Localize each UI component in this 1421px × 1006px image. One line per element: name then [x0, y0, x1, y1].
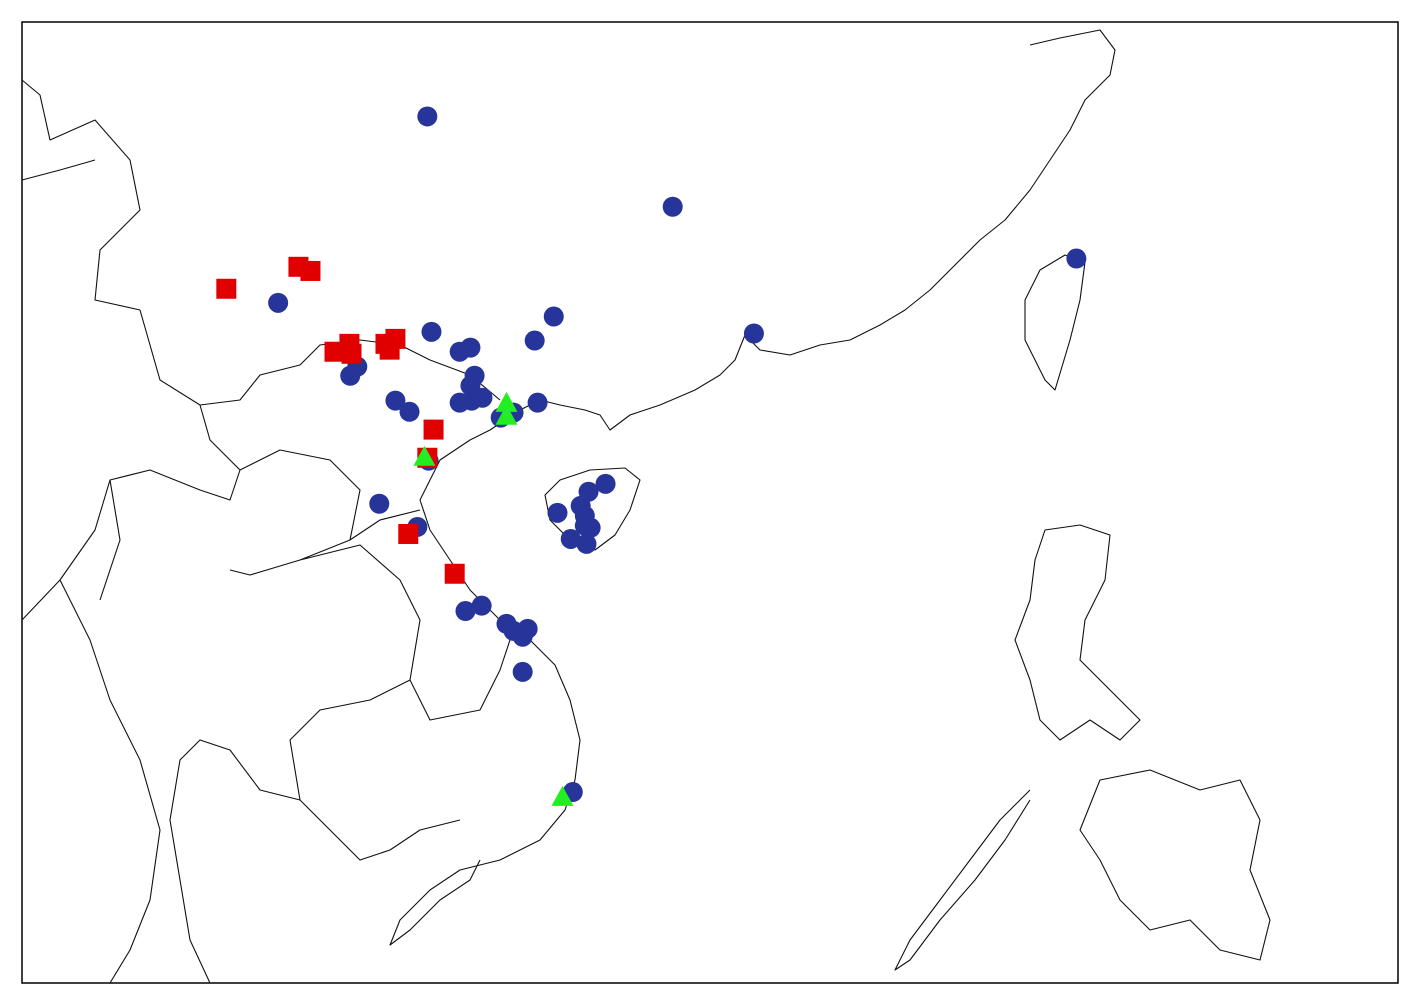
vietnam-coast [389, 459, 581, 946]
circle-marker [1066, 248, 1087, 269]
circle-marker [472, 387, 493, 408]
circle-marker [547, 502, 568, 523]
mainland-borders [21, 79, 511, 984]
triangle-marker [551, 785, 574, 806]
circle-marker [421, 321, 442, 342]
circle-marker [662, 196, 683, 217]
square-marker [324, 341, 345, 362]
circle-marker [512, 661, 533, 682]
circle-marker [595, 473, 616, 494]
square-marker [300, 260, 321, 281]
circle-marker [460, 337, 481, 358]
triangle-marker [495, 404, 518, 425]
taiwan [1024, 254, 1086, 391]
square-marker [398, 523, 419, 544]
circle-marker [340, 365, 361, 386]
circle-marker [560, 528, 581, 549]
triangle-marker [413, 445, 436, 466]
square-marker [423, 419, 444, 440]
circle-marker [543, 306, 564, 327]
triangle-marker [495, 391, 518, 412]
circle-marker [574, 515, 595, 536]
markers [216, 106, 1087, 806]
circle-marker [385, 390, 406, 411]
circle-marker [743, 323, 764, 344]
palawan [894, 789, 1031, 971]
circle-marker [417, 106, 438, 127]
circle-marker [524, 330, 545, 351]
visayas [1079, 769, 1271, 961]
circle-marker [369, 493, 390, 514]
circle-marker [576, 533, 597, 554]
circle-marker [527, 392, 548, 413]
square-marker [444, 563, 465, 584]
square-marker [216, 278, 237, 299]
luzon [1014, 524, 1141, 741]
square-marker [341, 343, 362, 364]
circle-marker [455, 601, 476, 622]
map-frame [21, 21, 1399, 984]
square-marker [379, 339, 400, 360]
circle-marker [268, 292, 289, 313]
circle-marker [399, 401, 420, 422]
circle-marker [512, 626, 533, 647]
circle-marker [471, 595, 492, 616]
